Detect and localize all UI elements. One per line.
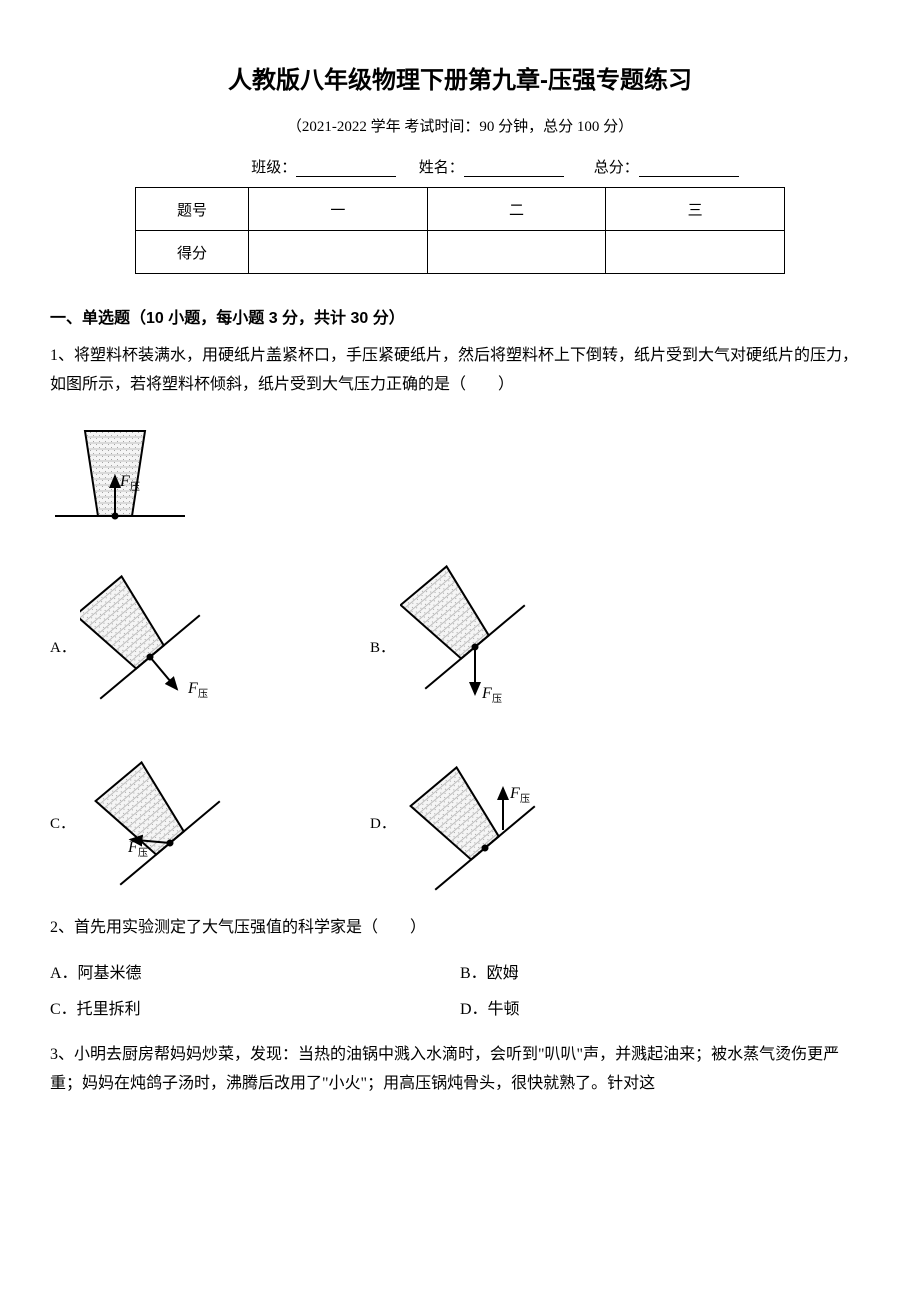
td-score-label: 得分 [136, 231, 249, 274]
q2-options: A．阿基米德 B．欧姆 C．托里拆利 D．牛顿 [50, 956, 870, 1026]
svg-text:F: F [187, 680, 198, 697]
q1-options-row-ab: A． F 压 B． F 压 [50, 562, 870, 732]
q1-stem-figure: F 压 [50, 416, 870, 546]
question-3: 3、小明去厨房帮妈妈炒菜，发现：当热的油锅中溅入水滴时，会听到"叭叭"声，并溅起… [50, 1041, 870, 1099]
svg-text:F: F [127, 839, 138, 856]
option-a-diagram: F 压 [80, 567, 260, 727]
score-table: 题号 一 二 三 得分 [135, 187, 785, 274]
option-d-diagram: F 压 [400, 748, 590, 898]
svg-text:F: F [509, 785, 520, 802]
th-sec3: 三 [606, 188, 785, 231]
svg-text:压: 压 [492, 693, 502, 705]
q2-option-c: C．托里拆利 [50, 992, 460, 1027]
q2-option-b: B．欧姆 [460, 956, 870, 991]
svg-text:压: 压 [138, 847, 148, 859]
svg-text:压: 压 [198, 688, 208, 700]
option-c-diagram: F 压 [80, 748, 260, 898]
td-score1 [249, 231, 428, 274]
option-b-diagram: F 压 [400, 562, 580, 732]
q2-option-a: A．阿基米德 [50, 956, 460, 991]
option-b-label: B． [370, 636, 400, 657]
name-blank [464, 161, 564, 177]
exam-meta: （2021-2022 学年 考试时间：90 分钟，总分 100 分） [50, 115, 870, 136]
question-1: 1、将塑料杯装满水，用硬纸片盖紧杯口，手压紧硬纸片，然后将塑料杯上下倒转，纸片受… [50, 342, 870, 400]
th-sec1: 一 [249, 188, 428, 231]
question-2: 2、首先用实验测定了大气压强值的科学家是（ ） [50, 914, 870, 943]
q2-option-d: D．牛顿 [460, 992, 870, 1027]
section-header: 一、单选题（10 小题，每小题 3 分，共计 30 分） [50, 304, 870, 328]
class-blank [296, 161, 396, 177]
option-c-label: C． [50, 812, 80, 833]
svg-text:F: F [481, 685, 492, 702]
table-row: 得分 [136, 231, 785, 274]
option-a-label: A． [50, 636, 80, 657]
cup-upright-diagram: F 压 [50, 416, 190, 546]
option-d-label: D． [370, 812, 400, 833]
q1-options-row-cd: C． F 压 D． F 压 [50, 748, 870, 898]
svg-text:压: 压 [520, 793, 530, 805]
name-label: 姓名： [419, 160, 464, 176]
svg-text:压: 压 [130, 481, 140, 493]
td-score2 [427, 231, 606, 274]
svg-text:F: F [119, 473, 130, 490]
total-label: 总分： [594, 160, 639, 176]
th-number: 题号 [136, 188, 249, 231]
total-blank [639, 161, 739, 177]
class-label: 班级： [251, 160, 296, 176]
th-sec2: 二 [427, 188, 606, 231]
table-row: 题号 一 二 三 [136, 188, 785, 231]
td-score3 [606, 231, 785, 274]
page-title: 人教版八年级物理下册第九章-压强专题练习 [50, 60, 870, 95]
student-info-line: 班级： 姓名： 总分： [50, 156, 870, 177]
